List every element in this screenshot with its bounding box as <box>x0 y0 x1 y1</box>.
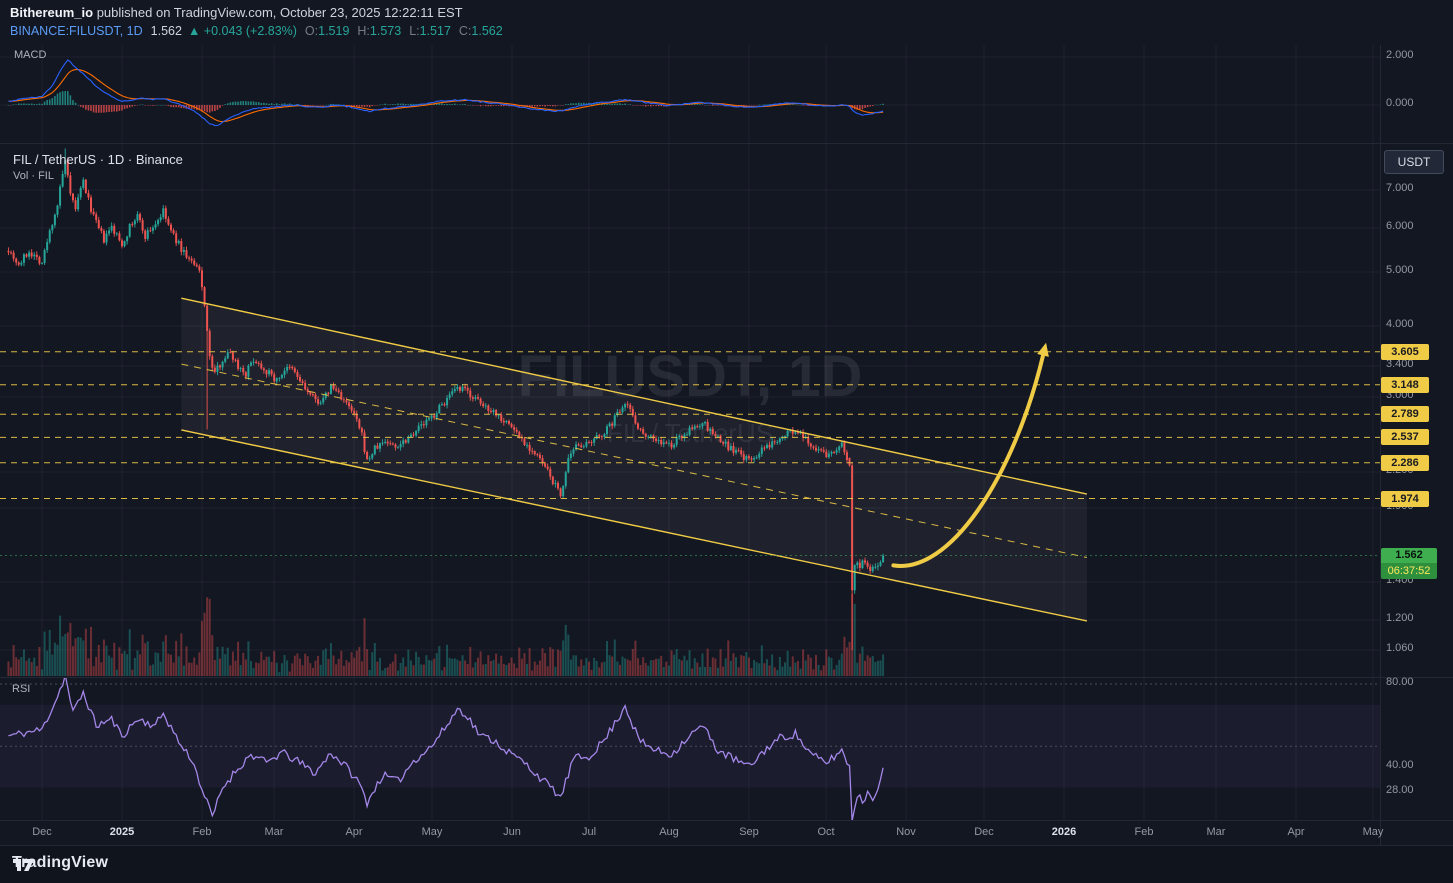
tradingview-logo[interactable]: TradingView <box>12 854 108 872</box>
high-label: H: <box>357 24 370 38</box>
low-label: L: <box>409 24 420 38</box>
tradingview-logo-text: TradingView <box>12 854 109 871</box>
rsi-indicator-label[interactable]: RSI <box>12 683 31 695</box>
symbol-info-bar: BINANCE:FILUSDT, 1D 1.562 ▲ +0.043 (+2.83%… <box>10 24 503 38</box>
last-price: 1.562 <box>150 24 182 38</box>
pane-divider <box>0 677 1453 678</box>
open-value: 1.519 <box>318 24 350 38</box>
footer-divider <box>0 845 1453 846</box>
macd-indicator-label[interactable]: MACD <box>14 49 47 61</box>
publish-header: Bithereum_io published on TradingView.co… <box>10 5 463 20</box>
tradingview-mark-icon <box>13 858 34 871</box>
price-axis-divider <box>1380 45 1381 845</box>
symbol-title[interactable]: BINANCE:FILUSDT, 1D <box>10 24 143 38</box>
high-value: 1.573 <box>369 24 402 38</box>
time-axis[interactable] <box>0 820 1380 845</box>
last-price-tag-value: 1.562 <box>1381 548 1437 563</box>
last-price-tag: 1.562 06:37:52 <box>1381 548 1437 579</box>
open-label: O: <box>304 24 319 38</box>
rsi-pane[interactable] <box>0 678 1380 820</box>
currency-toggle-button[interactable]: USDT <box>1384 150 1444 174</box>
price-change: ▲ +0.043 (+2.83%) <box>187 24 297 38</box>
low-value: 1.517 <box>419 24 451 38</box>
bar-close-countdown: 06:37:52 <box>1381 563 1437 579</box>
pane-divider <box>0 143 1453 144</box>
main-pane-title[interactable]: FIL / TetherUS · 1D · Binance <box>13 152 183 167</box>
close-label: C: <box>458 24 472 38</box>
publisher-name[interactable]: Bithereum_io <box>10 5 94 20</box>
pane-divider <box>0 820 1453 821</box>
close-value: 1.562 <box>471 24 503 38</box>
published-text: published on TradingView.com, October 23… <box>93 5 463 20</box>
footer-bar <box>0 846 1453 883</box>
macd-pane[interactable] <box>0 45 1380 143</box>
main-chart-pane[interactable] <box>0 143 1380 677</box>
volume-indicator-label[interactable]: Vol · FIL <box>13 170 54 182</box>
